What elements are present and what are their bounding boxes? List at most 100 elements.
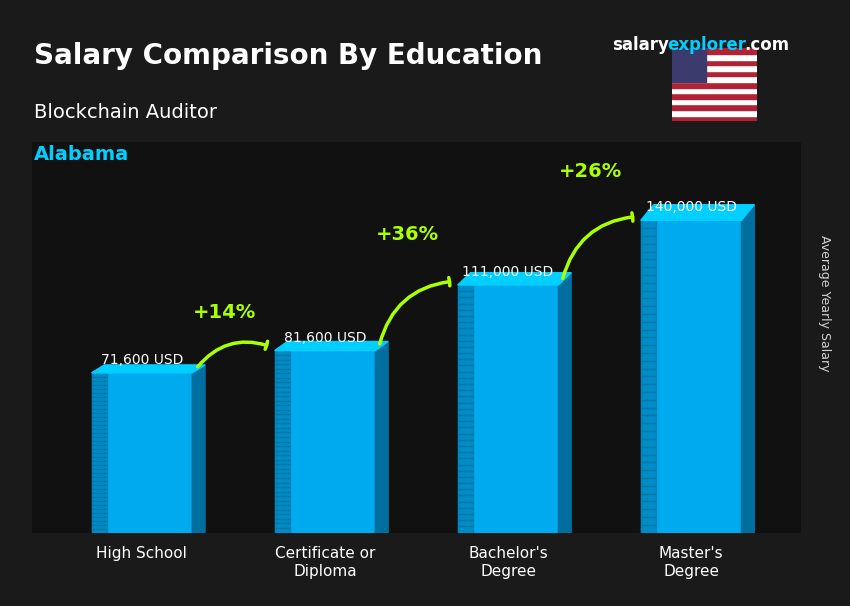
Bar: [92, 465, 106, 468]
Bar: [641, 306, 656, 314]
Bar: [457, 452, 473, 458]
Bar: [641, 345, 656, 353]
Bar: [275, 514, 290, 519]
Text: salary: salary: [612, 36, 669, 55]
Bar: [672, 59, 756, 65]
Text: +36%: +36%: [376, 225, 439, 244]
Bar: [672, 99, 756, 104]
Bar: [641, 275, 656, 283]
Bar: [457, 341, 473, 347]
Bar: [457, 427, 473, 433]
Bar: [641, 517, 656, 525]
Bar: [275, 460, 290, 464]
Text: +14%: +14%: [193, 303, 256, 322]
Bar: [457, 421, 473, 427]
Bar: [92, 409, 106, 413]
Bar: [641, 454, 656, 462]
Text: 81,600 USD: 81,600 USD: [284, 331, 366, 345]
Bar: [641, 322, 656, 330]
Bar: [92, 421, 106, 425]
Bar: [275, 487, 290, 491]
Bar: [92, 508, 106, 513]
Polygon shape: [376, 342, 388, 533]
Text: Blockchain Auditor: Blockchain Auditor: [34, 103, 217, 122]
Bar: [275, 396, 290, 401]
Bar: [641, 376, 656, 384]
Bar: [92, 473, 106, 477]
Bar: [641, 330, 656, 338]
Bar: [457, 359, 473, 365]
Bar: [275, 382, 290, 387]
Bar: [92, 528, 106, 533]
Bar: [672, 116, 756, 121]
Polygon shape: [192, 365, 205, 533]
Bar: [92, 521, 106, 525]
Text: .com: .com: [744, 36, 789, 55]
Bar: [275, 410, 290, 415]
Bar: [275, 387, 290, 391]
Bar: [641, 221, 656, 228]
Bar: [92, 381, 106, 385]
Bar: [641, 478, 656, 486]
Bar: [641, 291, 656, 298]
Bar: [275, 437, 290, 442]
Bar: [672, 104, 756, 110]
Bar: [457, 520, 473, 527]
Text: explorer: explorer: [667, 36, 746, 55]
Text: Salary Comparison By Education: Salary Comparison By Education: [34, 42, 542, 70]
Polygon shape: [457, 273, 571, 285]
Bar: [641, 283, 656, 291]
Bar: [275, 351, 376, 533]
Bar: [92, 497, 106, 501]
Bar: [92, 389, 106, 393]
Bar: [457, 433, 473, 440]
Bar: [457, 471, 473, 477]
Bar: [672, 110, 756, 116]
Bar: [92, 393, 106, 397]
Bar: [641, 338, 656, 345]
Bar: [275, 478, 290, 482]
Bar: [92, 505, 106, 508]
Bar: [275, 473, 290, 478]
Bar: [641, 228, 656, 236]
Bar: [457, 291, 473, 298]
Bar: [275, 524, 290, 528]
Bar: [641, 353, 656, 361]
Bar: [92, 525, 106, 528]
Polygon shape: [741, 205, 754, 533]
Bar: [641, 298, 656, 306]
Bar: [275, 373, 290, 378]
Bar: [92, 517, 106, 521]
Bar: [641, 447, 656, 454]
Polygon shape: [641, 205, 754, 221]
Bar: [92, 373, 106, 377]
Bar: [275, 510, 290, 514]
Bar: [92, 445, 106, 449]
Polygon shape: [275, 342, 388, 351]
Bar: [457, 371, 473, 378]
Bar: [92, 488, 106, 493]
Text: 140,000 USD: 140,000 USD: [646, 201, 737, 215]
Bar: [275, 424, 290, 428]
Bar: [275, 360, 290, 364]
Bar: [457, 458, 473, 465]
Bar: [457, 508, 473, 514]
Bar: [641, 236, 656, 244]
Bar: [641, 470, 656, 478]
Bar: [275, 496, 290, 501]
Bar: [92, 429, 106, 433]
Bar: [275, 391, 290, 396]
Text: 71,600 USD: 71,600 USD: [100, 353, 183, 367]
Bar: [457, 527, 473, 533]
Bar: [457, 409, 473, 415]
Bar: [457, 390, 473, 396]
Bar: [92, 513, 106, 517]
Bar: [457, 402, 473, 409]
Bar: [641, 267, 656, 275]
Bar: [92, 457, 106, 461]
Bar: [457, 502, 473, 508]
Bar: [275, 428, 290, 433]
Bar: [275, 415, 290, 419]
Bar: [92, 437, 106, 441]
Bar: [457, 316, 473, 322]
